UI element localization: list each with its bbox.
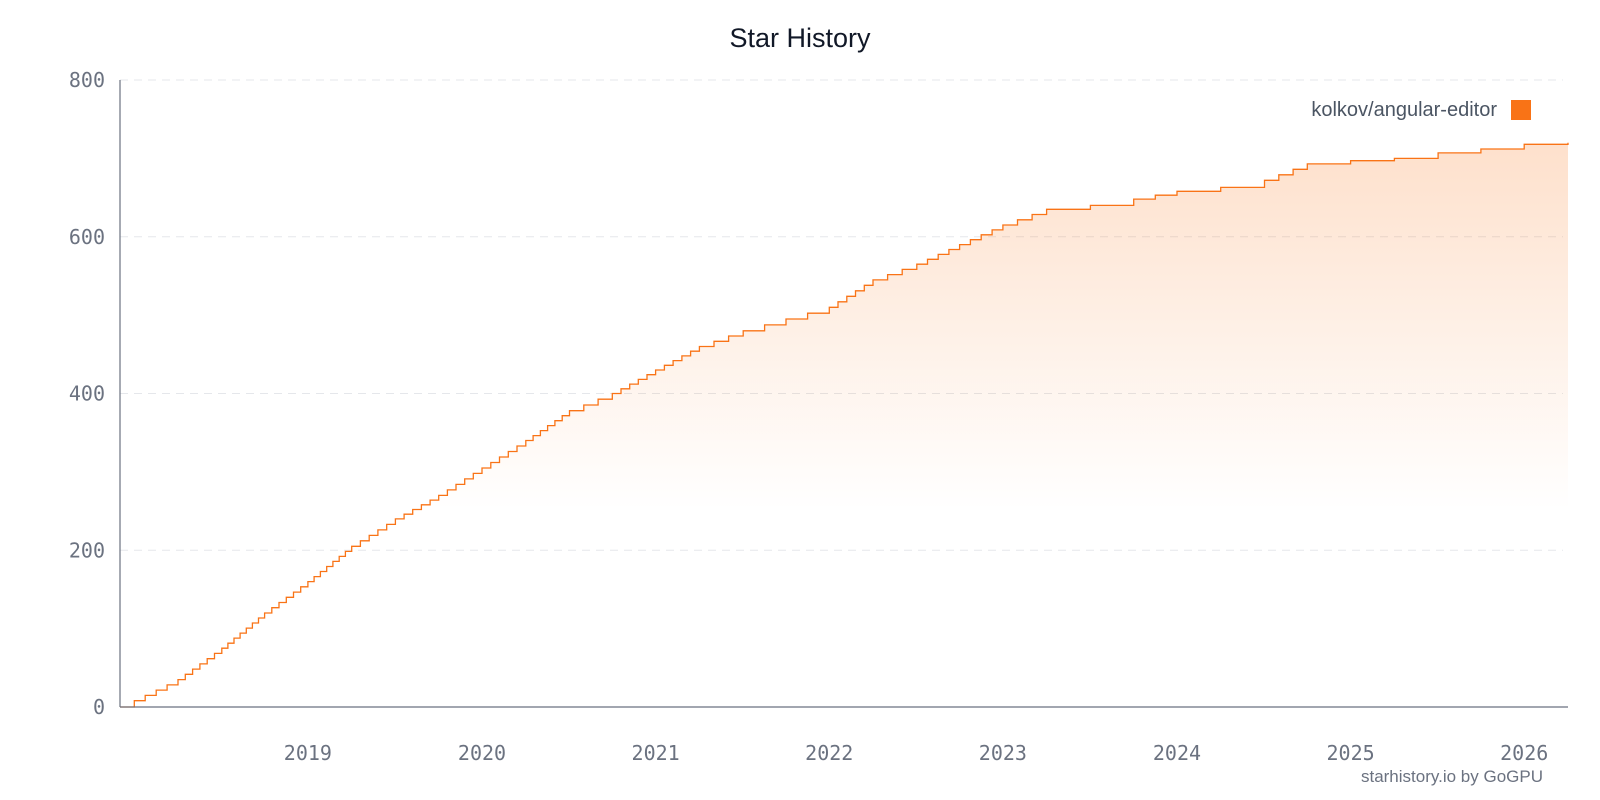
x-tick-label: 2020 [458,741,506,765]
legend-swatch [1511,100,1531,120]
y-tick-label: 400 [69,382,105,406]
x-tick-label: 2023 [979,741,1027,765]
y-tick-labels: 0 200 400 600 800 [69,68,105,719]
x-tick-label: 2026 [1500,741,1548,765]
x-tick-label: 2021 [632,741,680,765]
legend: kolkov/angular-editor [1311,99,1531,121]
x-tick-label: 2025 [1327,741,1375,765]
x-tick-label: 2019 [284,741,332,765]
y-tick-label: 200 [69,538,105,562]
axes [119,80,1568,708]
series-area [120,142,1568,707]
x-tick-label: 2022 [805,741,853,765]
x-tick-label: 2024 [1153,741,1201,765]
y-tick-label: 800 [69,68,105,92]
y-tick-label: 600 [69,225,105,249]
y-tick-label: 0 [93,695,105,719]
series-area-fill [120,142,1568,707]
credit-text: starhistory.io by GoGPU [1361,767,1543,786]
x-tick-labels: 2019 2020 2021 2022 2023 2024 2025 2026 [284,741,1549,765]
legend-label: kolkov/angular-editor [1311,99,1497,121]
chart-title: Star History [729,23,871,53]
series-line-group [120,142,1569,708]
series-line [120,142,1569,708]
